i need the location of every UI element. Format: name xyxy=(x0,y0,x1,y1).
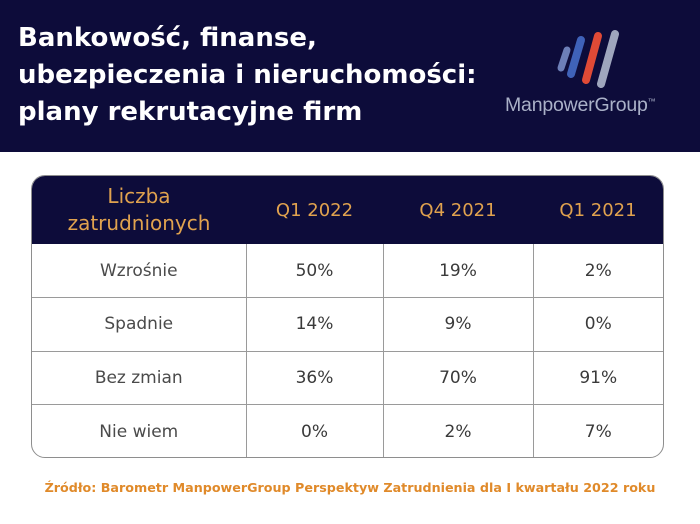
table-row: Bez zmian 36% 70% 91% xyxy=(32,351,663,405)
table-row: Spadnie 14% 9% 0% xyxy=(32,297,663,352)
table-cell: 0% xyxy=(246,404,384,457)
page-title: Bankowość, finanse, ubezpieczenia i nier… xyxy=(18,20,498,131)
table-row: Wzrośnie 50% 19% 2% xyxy=(32,244,663,298)
header-cell-employee-count: Liczba zatrudnionych xyxy=(67,184,211,235)
row-label: Bez zmian xyxy=(32,351,247,405)
table-row: Nie wiem 0% 2% 7% xyxy=(32,404,663,457)
table-cell: 19% xyxy=(383,244,534,298)
table-cell: 9% xyxy=(383,297,534,352)
manpowergroup-logo: ManpowerGroup™ xyxy=(505,28,675,128)
table-cell: 7% xyxy=(584,421,612,442)
row-label: Nie wiem xyxy=(32,404,247,457)
title-line-1: Bankowość, finanse, xyxy=(18,23,317,53)
table-cell: 14% xyxy=(246,297,384,352)
table-cell: 70% xyxy=(383,351,534,405)
recruitment-table: Liczba zatrudnionych Q1 2022 Q4 2021 Q1 … xyxy=(31,175,664,458)
title-line-3: plany rekrutacyjne firm xyxy=(18,97,363,127)
header-banner: Bankowość, finanse, ubezpieczenia i nier… xyxy=(0,0,700,152)
table-cell: 2% xyxy=(533,244,663,298)
header-cell-q4-2021: Q4 2021 xyxy=(419,199,497,221)
table-cell: 0% xyxy=(533,297,663,352)
table-cell: 91% xyxy=(533,351,663,405)
logo-wordmark: ManpowerGroup™ xyxy=(505,94,656,116)
table-cell: 50% xyxy=(246,244,384,298)
title-line-2: ubezpieczenia i nieruchomości: xyxy=(18,60,477,90)
table-header-row: Liczba zatrudnionych Q1 2022 Q4 2021 Q1 … xyxy=(32,176,663,244)
row-label: Spadnie xyxy=(32,297,247,352)
table-cell: 36% xyxy=(246,351,384,405)
row-label: Wzrośnie xyxy=(32,244,247,298)
header-cell-q1-2022: Q1 2022 xyxy=(275,199,354,221)
table-cell: 2% xyxy=(383,404,534,457)
source-note: Źródło: Barometr ManpowerGroup Perspekty… xyxy=(44,480,656,495)
header-cell-q1-2021: Q1 2021 xyxy=(559,199,637,221)
logo-bars-icon xyxy=(557,30,619,88)
